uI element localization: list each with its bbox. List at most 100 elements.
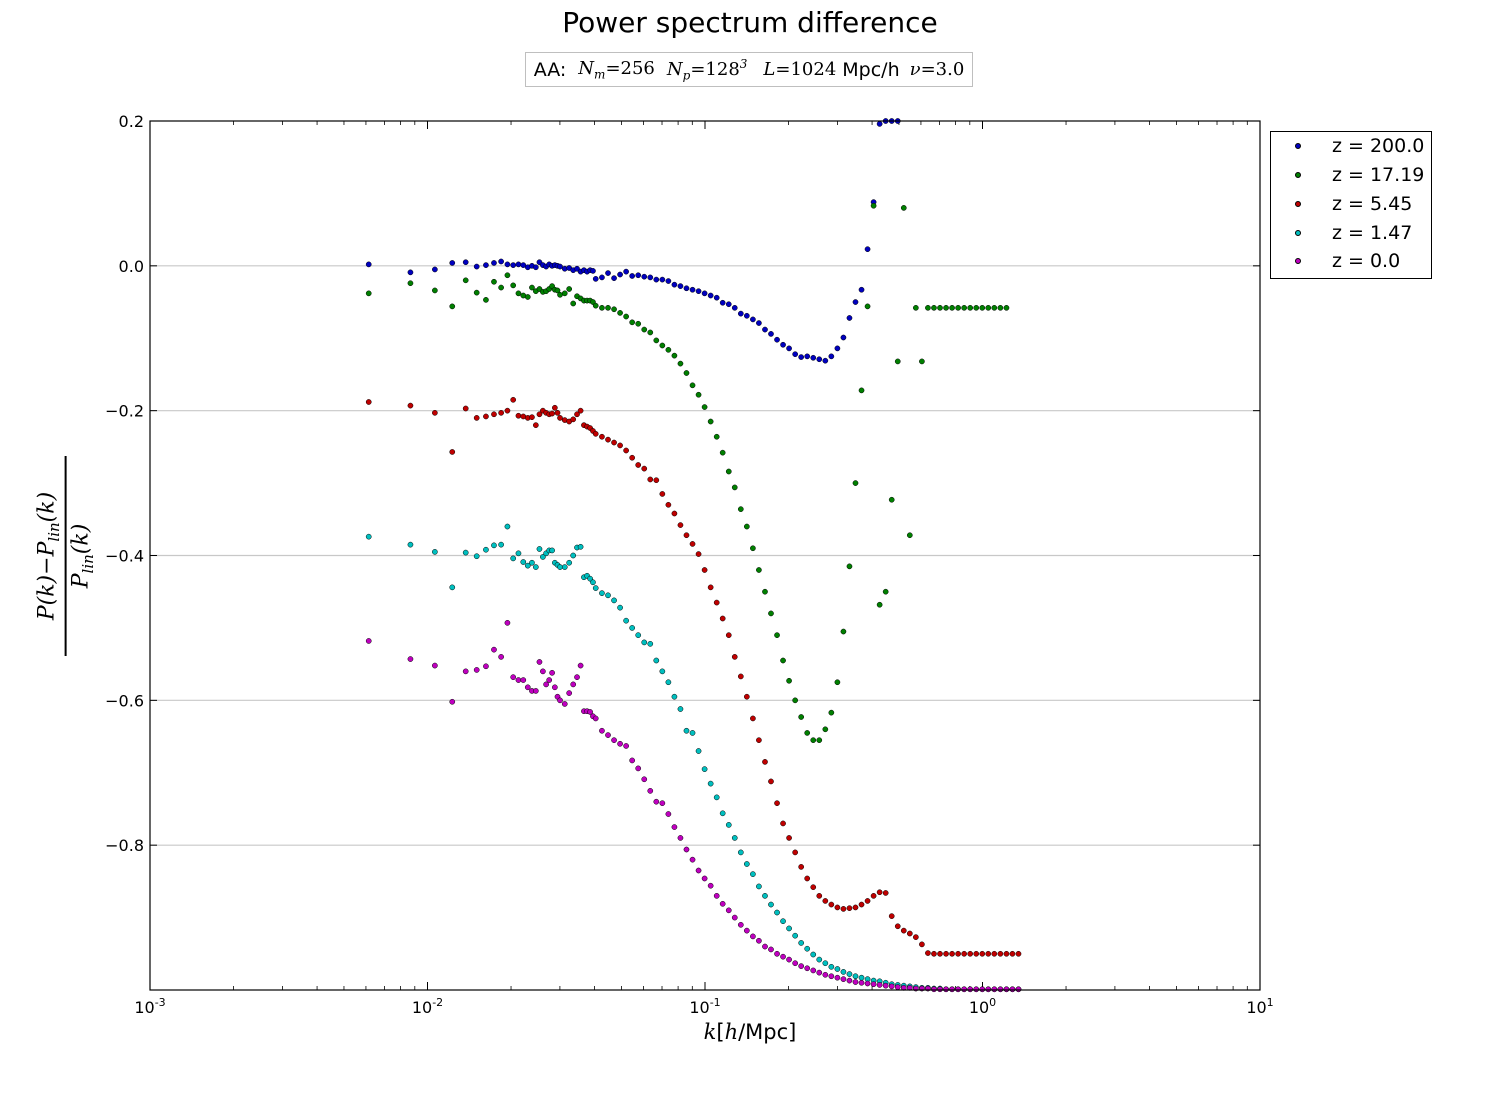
data-point — [677, 706, 684, 712]
data-point — [858, 901, 865, 908]
data-point — [623, 447, 629, 454]
data-point — [840, 334, 847, 341]
data-point — [498, 258, 504, 265]
data-point — [407, 402, 414, 409]
data-point — [623, 743, 629, 749]
legend-item: z = 200.0 — [1271, 133, 1431, 161]
legend: z = 200.0 z = 17.19 z = 5.45 z = 1.47 z … — [1270, 131, 1432, 279]
data-point — [737, 506, 744, 513]
data-point — [725, 468, 732, 475]
data-point — [449, 449, 456, 455]
data-point — [605, 436, 611, 443]
y-axis-label: P(k)−Plin(k) Plin(k) — [35, 456, 97, 656]
data-point — [483, 413, 489, 420]
data-point — [864, 898, 871, 904]
data-point — [780, 341, 786, 348]
data-point — [647, 274, 654, 281]
data-point — [498, 654, 504, 660]
y-tick-label: −0.2 — [105, 402, 144, 421]
data-point — [557, 564, 563, 570]
data-point — [462, 549, 469, 556]
data-point — [557, 263, 563, 270]
y-tick-label: −0.4 — [105, 547, 144, 566]
data-point — [407, 269, 414, 276]
data-point — [671, 281, 678, 288]
data-point — [810, 737, 817, 744]
data-point — [611, 275, 617, 281]
data-point — [804, 945, 811, 952]
data-point — [798, 354, 805, 360]
data-point — [671, 693, 678, 700]
data-point — [1003, 986, 1010, 993]
data-point — [647, 788, 654, 794]
data-point — [617, 740, 623, 747]
data-point — [762, 893, 768, 899]
data-point — [816, 956, 823, 963]
x-axis-label: k[h/Mpc] — [703, 1020, 797, 1044]
subtitle-box-unit: Mpc/h — [842, 58, 900, 81]
data-point — [592, 302, 599, 309]
data-point — [599, 433, 605, 440]
data-point — [365, 399, 372, 405]
data-point — [540, 668, 546, 675]
data-point — [834, 679, 841, 686]
data-point — [677, 283, 684, 289]
data-point — [659, 491, 666, 497]
data-point — [985, 986, 992, 993]
data-point — [768, 901, 774, 908]
data-point — [524, 562, 531, 569]
data-point — [365, 533, 372, 540]
data-point — [623, 313, 629, 320]
data-point — [510, 396, 517, 403]
data-point — [449, 584, 456, 591]
data-point — [510, 282, 517, 289]
data-point — [737, 849, 744, 856]
data-point — [774, 632, 780, 639]
data-point — [659, 342, 666, 349]
data-point — [719, 900, 726, 907]
data-point — [689, 856, 696, 863]
data-point — [798, 714, 805, 720]
data-point — [864, 980, 871, 987]
data-point — [641, 639, 648, 646]
data-point — [561, 564, 568, 570]
data-point — [707, 584, 714, 591]
data-point — [561, 701, 568, 707]
data-point — [786, 925, 792, 932]
data-point — [498, 284, 504, 291]
data-point — [515, 550, 522, 557]
data-point — [515, 677, 522, 683]
data-point — [961, 304, 968, 311]
data-point — [483, 663, 489, 670]
data-point — [510, 262, 517, 268]
data-point — [719, 810, 726, 817]
data-point — [750, 871, 756, 877]
data-point — [592, 430, 599, 437]
data-point — [834, 904, 841, 911]
data-point — [762, 588, 768, 595]
data-point — [846, 971, 853, 977]
data-point — [504, 523, 511, 530]
data-point — [407, 541, 414, 548]
data-point — [925, 950, 931, 956]
data-point — [931, 950, 937, 957]
data-point — [840, 976, 847, 982]
data-point — [985, 304, 992, 311]
data-point — [852, 480, 859, 486]
data-point — [1015, 986, 1022, 993]
data-point — [991, 950, 998, 957]
data-point — [635, 632, 642, 639]
data-point — [810, 951, 817, 958]
data-point — [483, 546, 489, 553]
x-tick-label: 101 — [1246, 996, 1273, 1017]
data-point — [798, 864, 805, 870]
data-point — [577, 543, 584, 550]
data-point — [731, 835, 738, 841]
data-point — [894, 358, 901, 365]
data-point — [570, 681, 577, 688]
data-point — [473, 667, 480, 673]
data-point — [557, 415, 563, 421]
data-point — [449, 303, 456, 310]
data-point — [792, 960, 799, 967]
data-point — [804, 965, 811, 972]
